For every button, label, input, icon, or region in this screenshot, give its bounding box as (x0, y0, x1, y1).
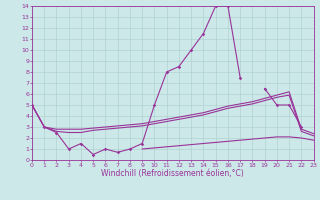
X-axis label: Windchill (Refroidissement éolien,°C): Windchill (Refroidissement éolien,°C) (101, 169, 244, 178)
